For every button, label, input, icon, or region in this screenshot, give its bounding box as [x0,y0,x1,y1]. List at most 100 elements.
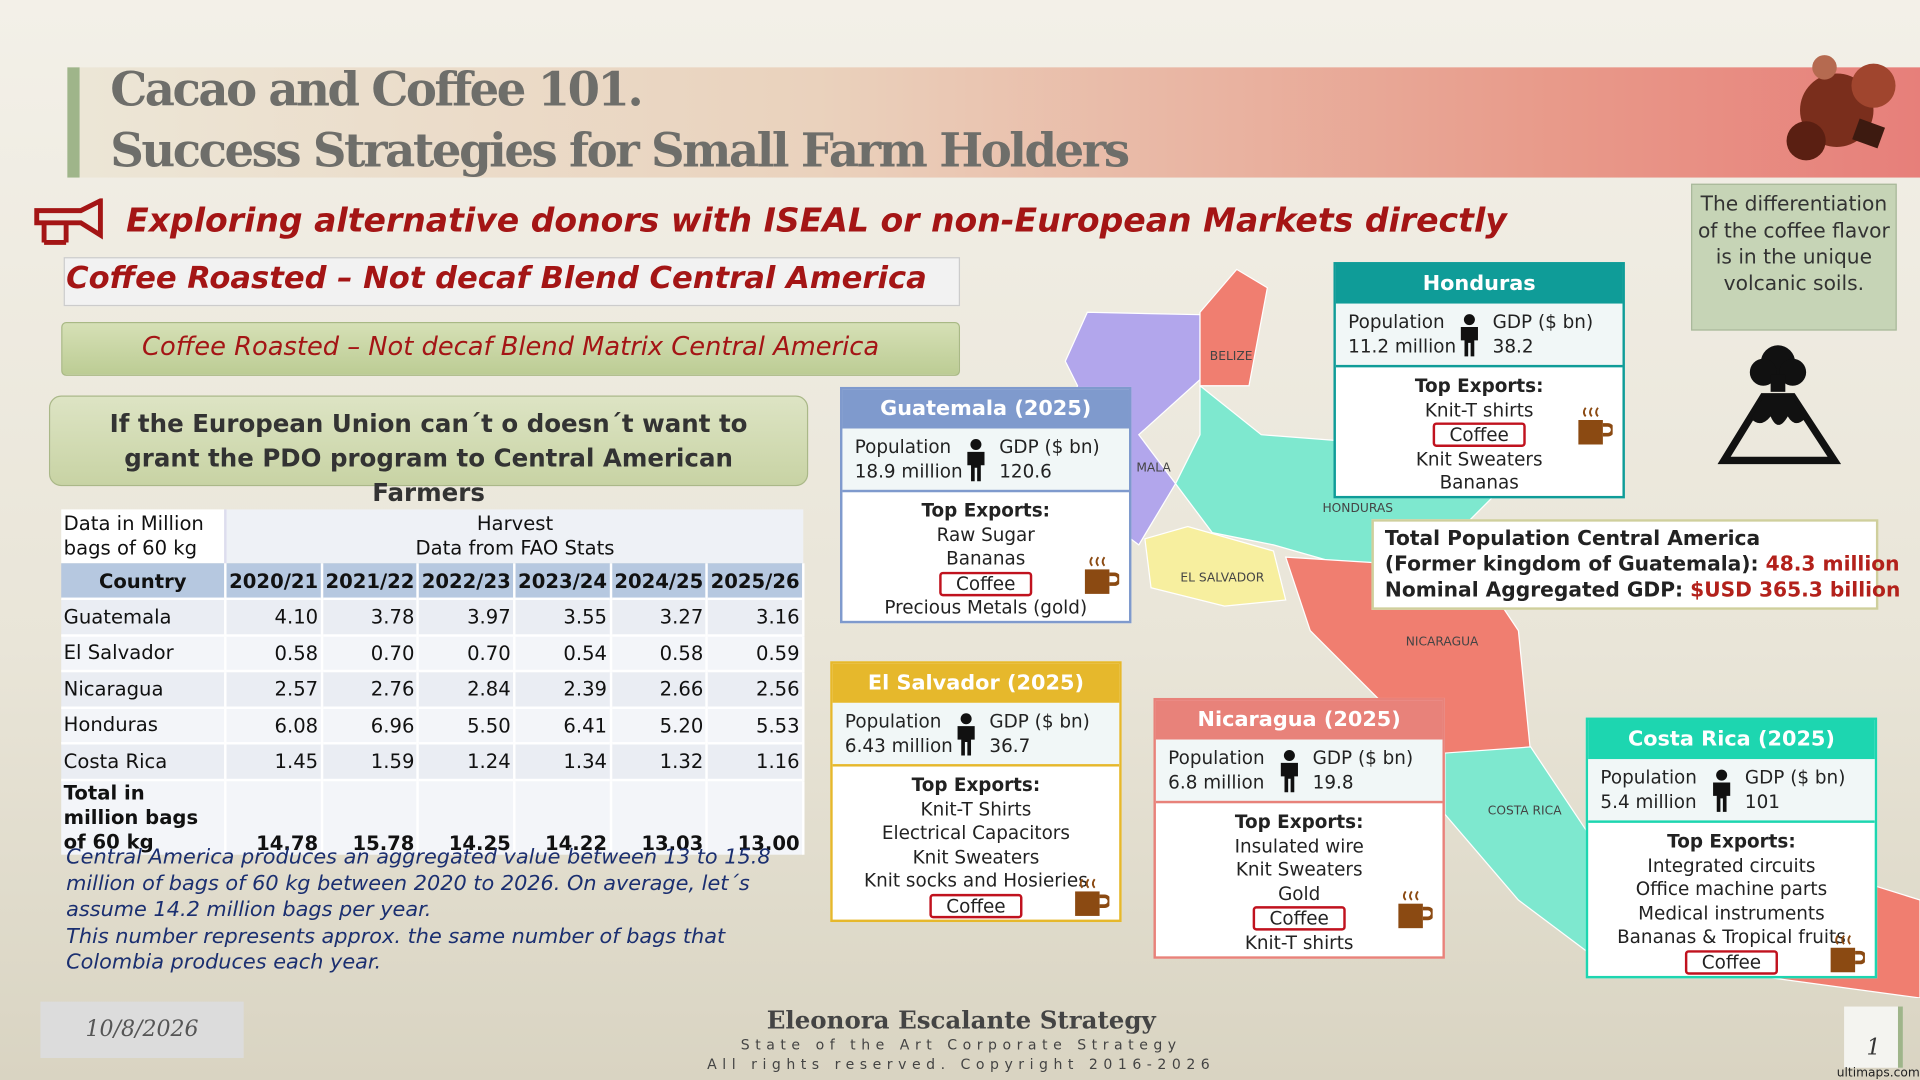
country-card: Honduras Population 11.2 million GDP ($ bn)… [1333,262,1625,499]
table-cell: 15.78 [321,779,420,855]
coffee-cup-icon [1070,877,1112,925]
export-item: Precious Metals (gold) [842,597,1129,621]
export-highlight: Coffee [1432,422,1526,448]
volcano-icon [1717,345,1842,465]
export-item: Knit Sweaters [833,846,1120,870]
table-column-header: 2020/21 [225,563,324,599]
export-item: Coffee [833,878,1120,919]
gdp-label: GDP ($ bn) [1492,311,1594,334]
export-item: Coffee [1156,891,1443,932]
table-group-subtitle: Data from FAO Stats [415,536,615,560]
export-item: Raw Sugar [842,524,1129,548]
export-item: Bananas [842,548,1129,572]
card-stats: Population 11.2 million GDP ($ bn) 38.2 [1335,303,1623,368]
export-item: Gold [1156,883,1443,907]
table-cell: 2.56 [706,671,805,708]
table-cell: 0.58 [610,634,709,672]
export-text: Knit-T shirts [1244,931,1354,954]
table-cell: 1.32 [610,743,709,780]
card-stats: Population 18.9 million GDP ($ bn) 120.6 [842,428,1129,493]
summary-label: (Former kingdom of Guatemala): [1384,552,1759,576]
coffee-cup-icon [1826,933,1867,981]
table-cell: 3.55 [514,598,612,635]
export-text: Knit Sweaters [912,845,1040,868]
title-line-1: Cacao and Coffee 101. [110,61,643,117]
export-text: Medical instruments [1638,902,1825,925]
table-column-header: 2022/23 [418,563,516,599]
export-highlight: Coffee [1252,906,1346,932]
table-column-header: 2024/25 [610,563,709,599]
table-cell: 6.96 [321,707,420,744]
note-line: assume 14.2 million bags per year. [66,897,432,923]
coffee-cup-icon [1080,554,1121,602]
footer-date: 10/8/2026 [85,1016,199,1043]
map-label: BELIZE [1209,350,1253,364]
box-1-text: Coffee Roasted – Not decaf Blend Central… [66,259,927,296]
card-title: El Salvador (2025) [832,663,1120,703]
cacao-art [1786,55,1896,161]
gdp-value: 120.6 [999,460,1052,483]
page-number: 1 [1866,1034,1881,1061]
summary-label: Nominal Aggregated GDP: [1384,577,1684,602]
table-row: Honduras 6.08 6.96 5.50 6.41 5.20 5.53 [61,707,805,744]
table-column-row: Country 2020/21 2021/22 2022/23 2023/24 2024/… [61,563,805,599]
table-cell: 1.24 [418,743,516,780]
table-column-header: 2021/22 [321,563,420,599]
note-line: Colombia produces each year. [66,950,382,975]
exports-title: Top Exports: [911,773,1041,796]
gdp-value: 36.7 [989,734,1031,757]
export-item: Insulated wire [1156,835,1443,859]
gdp-value: 38.2 [1492,335,1534,358]
table-cell: 3.78 [321,598,420,635]
export-text: Bananas [946,547,1026,570]
table-row-label: Costa Rica [61,743,227,780]
country-card: Guatemala (2025) Population 18.9 million GD… [840,386,1132,624]
export-highlight: Coffee [1684,950,1779,975]
export-text: Knit socks and Hosieries [864,869,1088,892]
export-text: Bananas & Tropical fruits [1617,926,1846,949]
table-corner: Data in Million bags of 60 kg [61,509,227,564]
map-label: HONDURAS [1322,502,1394,516]
table-group-header: Harvest Data from FAO Stats [225,509,804,564]
export-text: Knit-T shirts [1424,398,1534,421]
card-exports: Top Exports: Integrated circuits Office ma… [1588,823,1875,976]
map-label: EL SALVADOR [1180,571,1265,586]
box-3-text: If the European Union can´t o doesn´t wa… [109,408,748,507]
table-cell: 3.97 [418,598,516,635]
table-row-label: Total in million bags of 60 kg [61,779,227,855]
summary-line-2: (Former kingdom of Guatemala): 48.3 mill… [1385,552,1900,575]
table-cell: 4.10 [225,598,324,635]
export-item: Bananas & Tropical fruits [1588,926,1875,950]
export-text: Integrated circuits [1647,854,1816,877]
export-item: Coffee [1588,934,1875,975]
export-item: Knit Sweaters [1156,859,1443,883]
box-3 [48,395,809,487]
table-cell: 0.70 [418,634,516,672]
card-title: Honduras [1335,264,1623,304]
coffee-cup-icon [1573,406,1615,454]
table-cell: 0.54 [514,634,612,672]
population-label: Population [854,435,952,458]
export-item: Knit Sweaters [1336,448,1623,472]
footer-rights: All rights reserved. Copyright 2016-2026 [707,1055,1216,1073]
table-cell: 1.59 [321,743,420,780]
export-text: Knit-T Shirts [920,797,1032,820]
map-label: COSTA RICA [1487,804,1562,818]
map-credit: ultimaps.com [1836,1066,1920,1080]
export-item: Coffee [842,556,1129,597]
table-cell: 5.53 [706,707,805,744]
table-row-label: Honduras [61,707,227,744]
summary-line-3: Nominal Aggregated GDP: $USD 365.3 billi… [1385,578,1900,601]
table-cell: 1.45 [225,743,324,780]
table-cell: 5.50 [418,707,516,744]
export-text: Gold [1278,882,1321,905]
footer-tagline: State of the Art Corporate Strategy [740,1035,1182,1054]
side-note-box [1691,183,1897,331]
table-cell: 6.41 [514,707,612,744]
population-value: 11.2 million [1348,335,1457,358]
exports-title: Top Exports: [1414,374,1544,397]
table-row: El Salvador 0.58 0.70 0.70 0.54 0.58 0.59 [61,634,805,672]
export-text: Raw Sugar [936,523,1035,546]
country-card: Costa Rica (2025) Population 5.4 million GD… [1585,717,1878,978]
